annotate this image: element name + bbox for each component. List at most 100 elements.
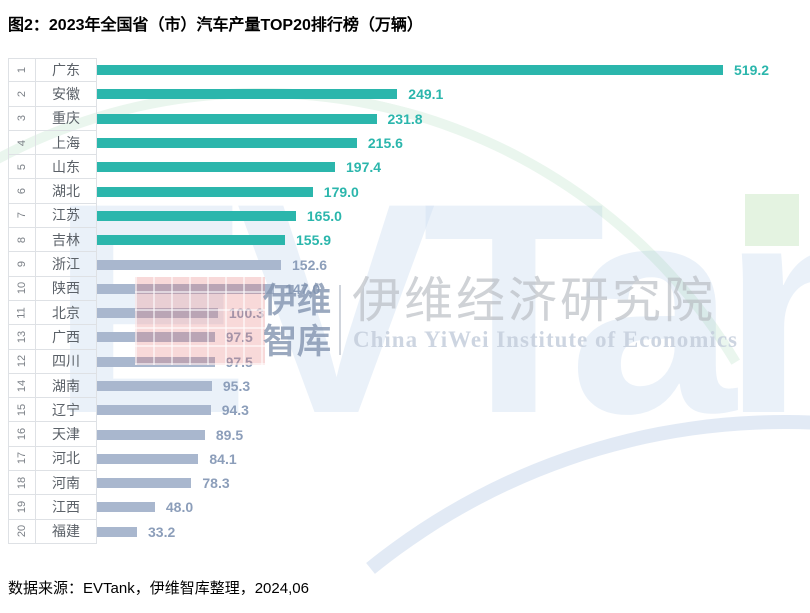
rank-cell: 5 bbox=[8, 155, 36, 180]
province-label: 广西 bbox=[36, 325, 97, 350]
bar-track: 84.1 bbox=[97, 447, 804, 471]
rank-cell: 2 bbox=[8, 82, 36, 107]
rank-cell: 18 bbox=[8, 471, 36, 496]
bar bbox=[97, 405, 211, 416]
province-label: 四川 bbox=[36, 349, 97, 374]
province-label: 河北 bbox=[36, 446, 97, 472]
rank-cell: 11 bbox=[8, 300, 36, 326]
province-label: 辽宁 bbox=[36, 398, 97, 423]
rank-label: 1 bbox=[16, 67, 28, 74]
chart-row: 11 北京 100.3 bbox=[8, 300, 804, 326]
rank-label: 5 bbox=[16, 163, 28, 170]
rank-cell: 8 bbox=[8, 228, 36, 253]
bar-track: 165.0 bbox=[97, 204, 804, 228]
bar bbox=[97, 210, 296, 221]
chart-row: 17 河北 84.1 bbox=[8, 446, 804, 472]
rank-label: 14 bbox=[16, 379, 28, 392]
value-label: 48.0 bbox=[165, 499, 194, 516]
rank-cell: 19 bbox=[8, 495, 36, 520]
value-label: 197.4 bbox=[346, 159, 382, 176]
rank-label: 8 bbox=[16, 236, 28, 243]
province-label: 江苏 bbox=[36, 203, 97, 229]
bar bbox=[97, 138, 357, 149]
rank-cell: 7 bbox=[8, 203, 36, 229]
province-label: 山东 bbox=[36, 155, 97, 180]
chart-row: 1 广东 519.2 bbox=[8, 58, 804, 83]
bar-track: 152.6 bbox=[97, 252, 804, 276]
rank-cell: 13 bbox=[8, 325, 36, 350]
rank-label: 6 bbox=[16, 188, 28, 195]
rank-label: 15 bbox=[16, 403, 28, 416]
chart-row: 3 重庆 231.8 bbox=[8, 106, 804, 131]
rank-cell: 1 bbox=[8, 58, 36, 83]
chart-row: 15 辽宁 94.3 bbox=[8, 398, 804, 423]
province-label: 河南 bbox=[36, 471, 97, 496]
bar-track: 147.0 bbox=[97, 277, 804, 301]
rank-label: 11 bbox=[15, 306, 28, 319]
chart-row: 7 江苏 165.0 bbox=[8, 203, 804, 229]
province-label: 天津 bbox=[36, 422, 97, 447]
bar-track: 231.8 bbox=[97, 107, 804, 131]
bar bbox=[97, 526, 137, 537]
chart-row: 8 吉林 155.9 bbox=[8, 228, 804, 253]
value-label: 152.6 bbox=[292, 256, 328, 273]
rank-label: 9 bbox=[16, 260, 28, 268]
chart-rows: 1 广东 519.2 2 安徽 249.1 3 重庆 231.8 4 上海 215.6 5 山东 197.4… bbox=[8, 58, 804, 544]
rank-cell: 20 bbox=[8, 519, 36, 544]
value-label: 33.2 bbox=[148, 523, 176, 540]
bar bbox=[97, 259, 281, 270]
bar bbox=[97, 89, 398, 100]
value-label: 89.5 bbox=[215, 426, 244, 443]
province-label: 湖北 bbox=[36, 179, 97, 204]
bar-track: 519.2 bbox=[97, 58, 804, 82]
chart-row: 10 陕西 147.0 bbox=[8, 276, 804, 301]
rank-label: 12 bbox=[16, 355, 28, 368]
bar bbox=[97, 283, 275, 294]
rank-label: 17 bbox=[16, 452, 28, 465]
province-label: 江西 bbox=[36, 495, 97, 520]
bar bbox=[97, 332, 215, 343]
chart-row: 20 福建 33.2 bbox=[8, 519, 804, 544]
value-label: 155.9 bbox=[296, 232, 332, 249]
province-label: 安徽 bbox=[36, 82, 97, 107]
rank-label: 3 bbox=[16, 115, 28, 122]
bar bbox=[97, 453, 199, 464]
chart-row: 12 四川 97.5 bbox=[8, 349, 804, 374]
value-label: 97.5 bbox=[225, 353, 253, 370]
value-label: 249.1 bbox=[408, 86, 444, 103]
bar-track: 89.5 bbox=[97, 422, 804, 446]
rank-label: 16 bbox=[16, 427, 28, 441]
value-label: 147.0 bbox=[285, 280, 321, 297]
value-label: 165.0 bbox=[306, 207, 342, 224]
bar bbox=[97, 381, 212, 391]
chart-row: 9 浙江 152.6 bbox=[8, 252, 804, 277]
rank-cell: 3 bbox=[8, 106, 36, 131]
bar-track: 197.4 bbox=[97, 155, 804, 179]
bar-track: 215.6 bbox=[97, 131, 804, 155]
bar bbox=[97, 308, 218, 319]
rank-label: 4 bbox=[16, 139, 28, 146]
bar bbox=[97, 113, 377, 124]
province-label: 陕西 bbox=[36, 276, 97, 301]
value-label: 231.8 bbox=[387, 110, 423, 127]
rank-label: 2 bbox=[16, 90, 28, 97]
bar-track: 95.3 bbox=[97, 374, 804, 398]
province-label: 重庆 bbox=[36, 106, 97, 131]
province-label: 浙江 bbox=[36, 252, 97, 277]
bar-track: 94.3 bbox=[97, 398, 804, 422]
rank-cell: 17 bbox=[8, 446, 36, 472]
value-label: 84.1 bbox=[209, 450, 237, 467]
value-label: 78.3 bbox=[202, 475, 230, 492]
chart-row: 13 广西 97.5 bbox=[8, 325, 804, 350]
province-label: 吉林 bbox=[36, 228, 97, 253]
bar-track: 97.5 bbox=[97, 325, 804, 349]
rank-cell: 14 bbox=[8, 373, 36, 399]
province-label: 上海 bbox=[36, 130, 97, 156]
chart-row: 14 湖南 95.3 bbox=[8, 373, 804, 399]
rank-label: 19 bbox=[16, 500, 28, 514]
province-label: 北京 bbox=[36, 300, 97, 326]
value-label: 100.3 bbox=[228, 305, 264, 322]
chart-row: 2 安徽 249.1 bbox=[8, 82, 804, 107]
bar bbox=[97, 356, 215, 367]
